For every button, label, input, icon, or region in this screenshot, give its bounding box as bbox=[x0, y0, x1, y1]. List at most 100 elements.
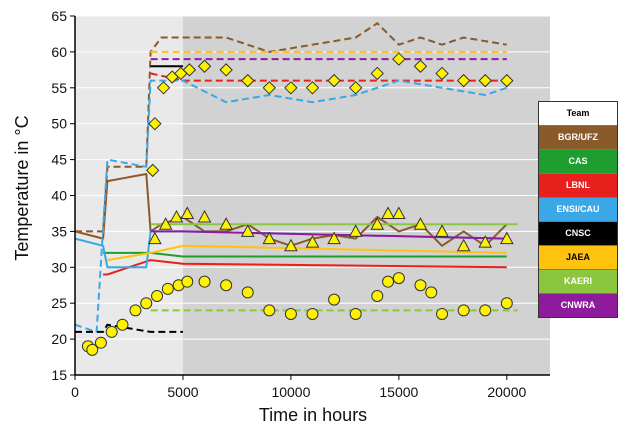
measured-diamond-point-20 bbox=[500, 73, 514, 88]
measured-circle-point-24 bbox=[436, 307, 449, 320]
measured-diamond-point-2 bbox=[156, 81, 171, 95]
measured-circle-point-12 bbox=[220, 279, 233, 292]
series-line-jaea-10 bbox=[107, 244, 507, 262]
measured-circle-point-7 bbox=[151, 290, 164, 303]
measured-triangle-point-6 bbox=[240, 224, 255, 237]
measured-diamond-point-6 bbox=[197, 59, 212, 73]
measured-circle-point-25 bbox=[457, 304, 470, 317]
x-axis-label: Time in hours bbox=[259, 405, 367, 425]
measured-diamond-point-15 bbox=[392, 52, 406, 66]
measured-diamond-point-0 bbox=[146, 163, 160, 178]
legend-entry-bgr-ufz: BGR/UFZ bbox=[539, 125, 617, 149]
legend-entry-ensi-cau: ENSI/CAU bbox=[539, 197, 617, 221]
legend-title: Team bbox=[539, 102, 617, 125]
measured-circle-point-14 bbox=[263, 304, 276, 317]
measured-diamond-point-7 bbox=[219, 63, 233, 77]
measured-diamond-point-12 bbox=[327, 73, 341, 88]
measured-diamond-point-8 bbox=[241, 73, 255, 88]
y-tick-label-15: 15 bbox=[51, 367, 67, 383]
measured-circle-point-19 bbox=[371, 290, 384, 303]
legend-entry-jaea: JAEA bbox=[539, 245, 617, 269]
legend-entry-cnsc: CNSC bbox=[539, 221, 617, 245]
measured-triangle-point-16 bbox=[435, 224, 449, 237]
legend-entry-cas: CAS bbox=[539, 149, 617, 173]
measured-diamond-point-13 bbox=[348, 81, 363, 95]
measured-diamond-point-10 bbox=[284, 81, 298, 95]
x-tick-label-10000: 10000 bbox=[271, 384, 310, 400]
measured-circle-point-23 bbox=[425, 286, 438, 299]
measured-circle-point-21 bbox=[392, 272, 405, 285]
measured-triangle-point-10 bbox=[327, 231, 341, 245]
measured-triangle-point-19 bbox=[499, 231, 514, 245]
legend-entry-lbnl: LBNL bbox=[539, 173, 617, 197]
measured-circle-point-11 bbox=[198, 275, 211, 288]
measured-diamond-point-5 bbox=[182, 63, 197, 77]
y-tick-label-65: 65 bbox=[51, 8, 67, 24]
y-axis-label: Temperature in °C bbox=[12, 115, 32, 260]
measured-triangle-point-0 bbox=[148, 231, 162, 245]
measured-circle-point-8 bbox=[161, 282, 174, 295]
measured-circle-point-17 bbox=[328, 293, 341, 306]
measured-diamond-point-18 bbox=[456, 73, 471, 88]
measured-triangle-point-5 bbox=[219, 217, 233, 230]
measured-triangle-point-3 bbox=[180, 206, 195, 219]
measured-triangle-point-14 bbox=[392, 206, 406, 219]
series-line-cnwra-13 bbox=[150, 230, 507, 240]
measured-triangle-point-2 bbox=[169, 209, 184, 223]
y-tick-label-40: 40 bbox=[51, 188, 67, 204]
measured-circle-point-15 bbox=[284, 307, 297, 320]
measured-diamond-point-16 bbox=[413, 59, 428, 73]
measured-circle-point-5 bbox=[129, 304, 142, 317]
series-line-lbnl-3 bbox=[103, 259, 507, 276]
x-tick-label-5000: 5000 bbox=[167, 384, 198, 400]
measured-circle-point-26 bbox=[479, 304, 492, 317]
y-tick-label-45: 45 bbox=[51, 152, 67, 168]
legend: Team BGR/UFZ CAS LBNL ENSI/CAU CNSC JAEA… bbox=[538, 101, 618, 318]
measured-markers bbox=[81, 52, 514, 356]
x-tick-label-15000: 15000 bbox=[379, 384, 418, 400]
measured-circle-point-22 bbox=[414, 279, 427, 292]
series-lines bbox=[74, 22, 518, 333]
measured-circle-point-16 bbox=[306, 307, 319, 320]
legend-entry-cnwra: CNWRA bbox=[539, 293, 617, 317]
measured-triangle-point-18 bbox=[478, 235, 493, 248]
x-tick-label-20000: 20000 bbox=[487, 384, 526, 400]
measured-circle-point-6 bbox=[140, 297, 153, 310]
measured-circle-point-13 bbox=[241, 286, 254, 299]
axes: 15 20 25 30 35 40 45 50 55 60 65 0 5000 10000 15000 200… bbox=[51, 8, 550, 400]
measured-triangle-point-7 bbox=[262, 231, 277, 245]
y-tick-label-55: 55 bbox=[51, 80, 67, 96]
measured-circle-point-10 bbox=[181, 275, 194, 288]
measured-diamond-point-9 bbox=[262, 81, 277, 95]
y-tick-label-35: 35 bbox=[51, 223, 67, 239]
series-line-bgr-ufz-1 bbox=[74, 173, 508, 247]
y-tick-label-25: 25 bbox=[51, 295, 67, 311]
y-tick-label-60: 60 bbox=[51, 44, 67, 60]
measured-triangle-point-17 bbox=[456, 238, 471, 252]
measured-circle-point-27 bbox=[500, 297, 513, 310]
y-tick-label-50: 50 bbox=[51, 116, 67, 132]
measured-triangle-point-9 bbox=[305, 235, 320, 248]
measured-triangle-point-13 bbox=[381, 206, 395, 219]
measured-circle-point-1 bbox=[86, 343, 99, 356]
measured-triangle-point-8 bbox=[284, 238, 298, 252]
measured-circle-point-20 bbox=[382, 275, 395, 288]
measured-diamond-point-11 bbox=[305, 81, 320, 95]
measured-triangle-point-11 bbox=[348, 224, 363, 237]
y-tick-label-30: 30 bbox=[51, 259, 67, 275]
measured-triangle-point-1 bbox=[158, 217, 173, 230]
measured-diamond-point-19 bbox=[478, 73, 492, 88]
legend-entry-kaeri: KAERI bbox=[539, 269, 617, 293]
measured-circle-point-18 bbox=[349, 307, 362, 320]
measured-circle-point-2 bbox=[94, 336, 107, 349]
measured-circle-point-3 bbox=[105, 325, 118, 338]
measured-triangle-point-4 bbox=[197, 209, 212, 223]
measured-diamond-point-17 bbox=[435, 66, 449, 81]
series-line-bgr-ufz-0 bbox=[75, 22, 507, 233]
measured-diamond-point-1 bbox=[148, 116, 162, 131]
measured-triangle-point-12 bbox=[370, 217, 385, 230]
series-line-cnsc-7 bbox=[75, 323, 183, 333]
measured-circle-point-4 bbox=[116, 318, 129, 331]
measured-triangle-point-15 bbox=[413, 217, 428, 230]
